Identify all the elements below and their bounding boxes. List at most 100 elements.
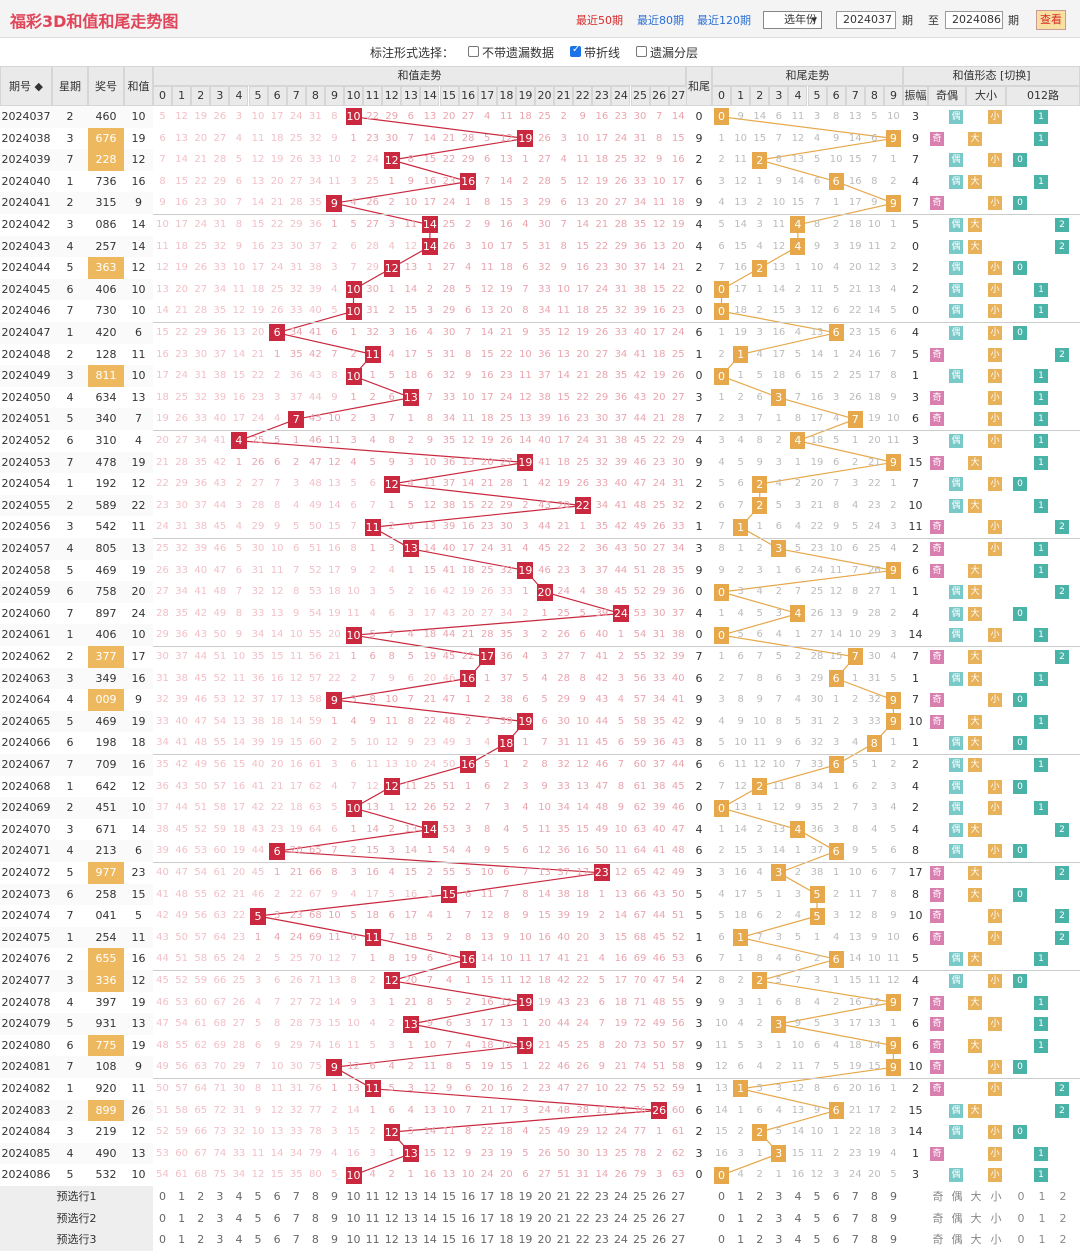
preselect-sum-cell[interactable]: 18 [499, 1233, 514, 1247]
preselect-sum-cell[interactable]: 9 [330, 1211, 338, 1225]
preselect-sum-cell[interactable]: 12 [384, 1233, 399, 1247]
preselect-sum-cell[interactable]: 0 [159, 1233, 167, 1247]
preselect-sum-cell[interactable]: 19 [518, 1190, 533, 1203]
to-issue-input[interactable]: 2024086 [945, 11, 1003, 29]
preselect-sum-cell[interactable]: 3 [216, 1190, 224, 1203]
preselect-sum-cell[interactable]: 7 [292, 1233, 300, 1247]
preselect-sum-cell[interactable]: 25 [633, 1190, 648, 1203]
preselect-sum-cell[interactable]: 10 [346, 1190, 361, 1203]
preselect-sum-cell[interactable]: 7 [292, 1211, 300, 1225]
preselect-sum-cell[interactable]: 5 [254, 1190, 262, 1203]
preselect-sum-cell[interactable]: 17 [480, 1211, 495, 1225]
preselect-shape-cell[interactable]: 2 [1059, 1211, 1067, 1225]
preselect-sum-cell[interactable]: 3 [216, 1233, 224, 1247]
preselect-shape-cell[interactable]: 0 [1017, 1211, 1025, 1225]
preselect-sum-cell[interactable]: 25 [633, 1211, 648, 1225]
preselect-shape-cell[interactable]: 1 [1038, 1190, 1046, 1203]
preselect-sum-cell[interactable]: 21 [556, 1233, 571, 1247]
preselect-sum-cell[interactable]: 10 [346, 1211, 361, 1225]
preselect-sum-cell[interactable]: 2 [197, 1190, 205, 1203]
preselect-tail-cell[interactable]: 5 [813, 1233, 821, 1247]
preselect-shape-cell[interactable]: 小 [990, 1190, 1002, 1203]
miss-layer-checkbox[interactable] [636, 46, 647, 57]
polyline-checkbox[interactable] [570, 44, 581, 57]
preselect-sum-cell[interactable]: 1 [178, 1190, 186, 1203]
preselect-tail-cell[interactable]: 4 [794, 1211, 802, 1225]
preselect-sum-cell[interactable]: 26 [652, 1233, 667, 1247]
preselect-sum-cell[interactable]: 24 [613, 1233, 628, 1247]
preselect-tail-cell[interactable]: 1 [737, 1190, 745, 1203]
preselect-sum-cell[interactable]: 5 [254, 1211, 262, 1225]
preselect-sum-cell[interactable]: 13 [403, 1233, 418, 1247]
preselect-tail-cell[interactable]: 0 [718, 1211, 726, 1225]
preselect-sum-cell[interactable]: 0 [159, 1211, 167, 1225]
preselect-tail-cell[interactable]: 3 [775, 1211, 783, 1225]
preselect-sum-cell[interactable]: 27 [671, 1211, 686, 1225]
preselect-tail-cell[interactable]: 0 [718, 1233, 726, 1247]
preselect-tail-cell[interactable]: 2 [756, 1190, 764, 1203]
preselect-sum-cell[interactable]: 20 [537, 1233, 552, 1247]
preselect-sum-cell[interactable]: 20 [537, 1190, 552, 1203]
no-miss-checkbox[interactable] [468, 46, 479, 57]
preselect-sum-cell[interactable]: 4 [235, 1211, 243, 1225]
preselect-sum-cell[interactable]: 2 [197, 1211, 205, 1225]
header-shape[interactable]: 和值形态 [切换] [903, 66, 1080, 86]
preselect-sum-cell[interactable]: 10 [346, 1233, 361, 1247]
preselect-sum-cell[interactable]: 9 [330, 1190, 338, 1203]
preselect-sum-cell[interactable]: 15 [442, 1190, 457, 1203]
preselect-tail-cell[interactable]: 0 [718, 1190, 726, 1203]
preselect-tail-cell[interactable]: 7 [851, 1233, 859, 1247]
query-button[interactable]: 查看 [1036, 10, 1066, 30]
preselect-sum-cell[interactable]: 3 [216, 1211, 224, 1225]
preselect-sum-cell[interactable]: 4 [235, 1233, 243, 1247]
preselect-sum-cell[interactable]: 7 [292, 1190, 300, 1203]
preselect-sum-cell[interactable]: 14 [422, 1190, 437, 1203]
preselect-sum-cell[interactable]: 17 [480, 1190, 495, 1203]
preselect-sum-cell[interactable]: 4 [235, 1190, 243, 1203]
preselect-sum-cell[interactable]: 6 [273, 1233, 281, 1247]
preselect-tail-cell[interactable]: 1 [737, 1233, 745, 1247]
recent-50-link[interactable]: 最近50期 [576, 14, 623, 27]
preselect-sum-cell[interactable]: 0 [159, 1190, 167, 1203]
preselect-shape-cell[interactable]: 偶 [951, 1233, 963, 1247]
preselect-sum-cell[interactable]: 26 [652, 1211, 667, 1225]
preselect-tail-cell[interactable]: 4 [794, 1233, 802, 1247]
preselect-tail-cell[interactable]: 2 [756, 1211, 764, 1225]
preselect-sum-cell[interactable]: 15 [442, 1233, 457, 1247]
header-issue[interactable]: 期号 ◆ [0, 66, 52, 106]
preselect-sum-cell[interactable]: 15 [442, 1211, 457, 1225]
preselect-shape-cell[interactable]: 大 [970, 1211, 982, 1225]
preselect-tail-cell[interactable]: 8 [870, 1211, 878, 1225]
preselect-shape-cell[interactable]: 2 [1059, 1233, 1067, 1247]
preselect-sum-cell[interactable]: 22 [575, 1233, 590, 1247]
preselect-shape-cell[interactable]: 0 [1017, 1233, 1025, 1247]
preselect-sum-cell[interactable]: 24 [613, 1211, 628, 1225]
preselect-sum-cell[interactable]: 20 [537, 1211, 552, 1225]
year-select[interactable]: 选年份 ▾ [763, 11, 822, 29]
preselect-sum-cell[interactable]: 16 [461, 1211, 476, 1225]
preselect-sum-cell[interactable]: 12 [384, 1190, 399, 1203]
preselect-shape-cell[interactable]: 1 [1038, 1211, 1046, 1225]
recent-80-link[interactable]: 最近80期 [637, 14, 684, 27]
preselect-sum-cell[interactable]: 17 [480, 1233, 495, 1247]
preselect-tail-cell[interactable]: 7 [851, 1211, 859, 1225]
preselect-tail-cell[interactable]: 2 [756, 1233, 764, 1247]
preselect-sum-cell[interactable]: 23 [594, 1190, 609, 1203]
preselect-sum-cell[interactable]: 12 [384, 1211, 399, 1225]
preselect-tail-cell[interactable]: 5 [813, 1211, 821, 1225]
preselect-sum-cell[interactable]: 6 [273, 1211, 281, 1225]
preselect-shape-cell[interactable]: 大 [970, 1190, 982, 1203]
preselect-sum-cell[interactable]: 1 [178, 1233, 186, 1247]
preselect-shape-cell[interactable]: 1 [1038, 1233, 1046, 1247]
preselect-sum-cell[interactable]: 27 [671, 1190, 686, 1203]
preselect-sum-cell[interactable]: 13 [403, 1190, 418, 1203]
preselect-sum-cell[interactable]: 11 [365, 1190, 380, 1203]
preselect-sum-cell[interactable]: 27 [671, 1233, 686, 1247]
preselect-sum-cell[interactable]: 14 [422, 1211, 437, 1225]
preselect-sum-cell[interactable]: 23 [594, 1211, 609, 1225]
preselect-sum-cell[interactable]: 14 [422, 1233, 437, 1247]
preselect-sum-cell[interactable]: 18 [499, 1190, 514, 1203]
preselect-sum-cell[interactable]: 8 [311, 1211, 319, 1225]
preselect-sum-cell[interactable]: 22 [575, 1211, 590, 1225]
preselect-sum-cell[interactable]: 1 [178, 1211, 186, 1225]
